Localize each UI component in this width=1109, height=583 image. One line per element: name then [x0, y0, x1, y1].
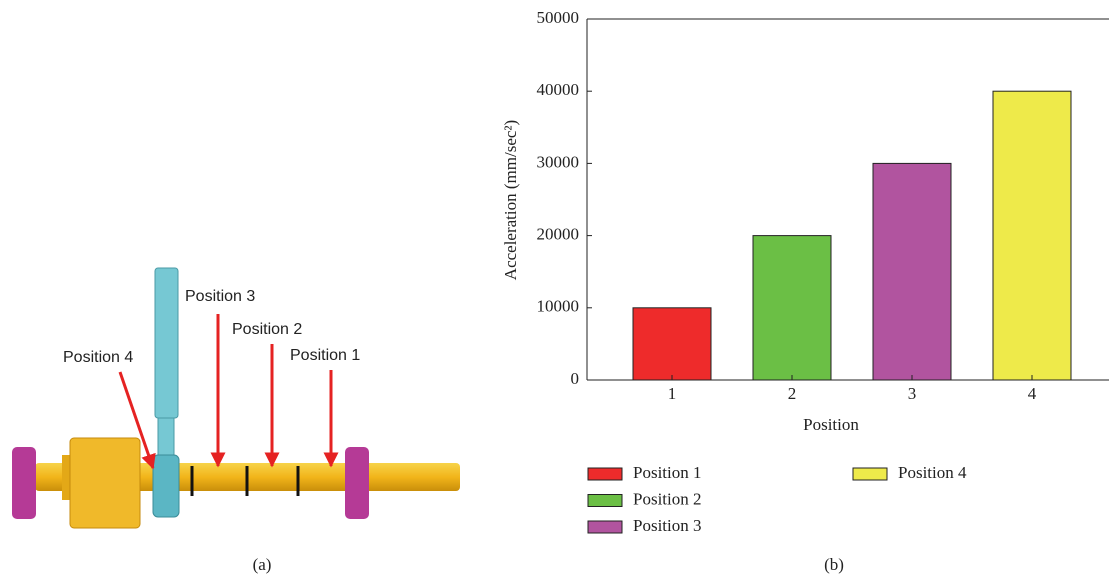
- legend-swatch: [588, 495, 622, 507]
- gear: [70, 438, 140, 528]
- legend-label: Position 3: [633, 516, 702, 535]
- legend-swatch: [588, 521, 622, 533]
- illustration: Position 4 Position 3 Position 2 Positio…: [12, 268, 460, 574]
- chart: (b) Position Acceleration (mm/sec²) 0 100…: [501, 8, 1109, 574]
- bar: [633, 308, 711, 380]
- caption: (a): [253, 555, 272, 574]
- caption: (b): [824, 555, 844, 574]
- legend-label: Position 4: [898, 463, 967, 482]
- bar: [873, 163, 951, 380]
- disc: [345, 447, 369, 519]
- x-tick-label: 2: [788, 384, 797, 403]
- arm: [155, 268, 178, 418]
- legend-label: Position 2: [633, 489, 702, 508]
- figure: Position 4 Position 3 Position 2 Positio…: [0, 0, 1109, 578]
- y-tick-label: 50000: [537, 8, 580, 27]
- x-tick-label: 4: [1028, 384, 1037, 403]
- x-tick-label: 1: [668, 384, 677, 403]
- bar: [993, 91, 1071, 380]
- disc: [12, 447, 36, 519]
- y-tick-label: 40000: [537, 80, 580, 99]
- bar: [753, 236, 831, 380]
- page: Position 4 Position 3 Position 2 Positio…: [0, 0, 1109, 578]
- legend-label: Position 1: [633, 463, 702, 482]
- legend-swatch: [853, 468, 887, 480]
- position-label: Position 4: [63, 349, 133, 366]
- y-axis-label: Acceleration (mm/sec²): [501, 120, 520, 280]
- y-tick-label: 0: [571, 369, 580, 388]
- y-tick-label: 20000: [537, 225, 580, 244]
- position-label: Position 1: [290, 347, 360, 364]
- x-axis-label: Position: [803, 415, 859, 434]
- position-label: Position 2: [232, 321, 302, 338]
- legend-swatch: [588, 468, 622, 480]
- position-label: Position 3: [185, 288, 255, 305]
- y-tick-label: 30000: [537, 152, 580, 171]
- y-tick-label: 10000: [537, 297, 580, 316]
- arm-foot: [153, 455, 179, 517]
- x-tick-label: 3: [908, 384, 917, 403]
